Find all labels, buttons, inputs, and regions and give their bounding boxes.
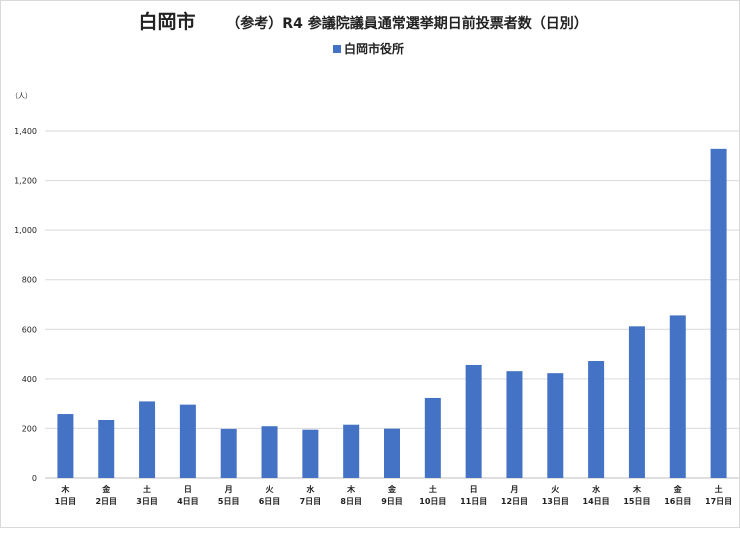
y-tick-label: 400: [22, 375, 37, 384]
bar: [588, 361, 605, 478]
x-tick-weekday: 木: [60, 484, 70, 494]
y-tick-label: 200: [22, 424, 37, 433]
bar: [669, 315, 686, 478]
bar: [628, 326, 645, 478]
grid-lines: [45, 130, 739, 479]
bar: [179, 404, 196, 478]
x-tick-weekday: 水: [305, 484, 315, 494]
x-tick-weekday: 金: [101, 484, 111, 494]
x-tick-day: 9日目: [381, 497, 403, 506]
chart-title: （参考）R4 参議院議員通常選挙期日前投票者数（日別）: [226, 15, 587, 32]
x-tick-day: 11日目: [460, 497, 487, 506]
bar: [547, 373, 564, 478]
bar: [220, 428, 237, 478]
x-tick-weekday: 土: [715, 484, 723, 494]
x-tick-weekday: 水: [591, 484, 601, 494]
y-tick-label: 0: [32, 474, 37, 483]
x-tick-day: 6日目: [259, 497, 281, 506]
bar: [424, 397, 441, 478]
bar: [343, 424, 360, 478]
x-tick-day: 3日目: [136, 497, 158, 506]
x-tick-day: 12日目: [501, 497, 528, 506]
x-tick-weekday: 金: [673, 484, 683, 494]
x-tick-day: 17日目: [705, 497, 732, 506]
x-tick-weekday: 火: [266, 485, 275, 494]
x-tick-weekday: 火: [551, 485, 560, 494]
bar: [384, 428, 400, 478]
y-axis-unit-label: （人）: [11, 92, 32, 100]
x-tick-weekday: 土: [143, 484, 151, 494]
y-tick-label: 800: [22, 276, 37, 285]
bar: [57, 414, 74, 478]
bars: [57, 148, 727, 479]
y-tick-label: 1,200: [14, 177, 37, 186]
x-tick-weekday: 金: [387, 484, 397, 494]
bar: [98, 420, 115, 478]
x-tick-day: 4日目: [177, 497, 199, 506]
bar: [302, 429, 319, 478]
x-tick-day: 1日目: [55, 497, 77, 506]
bar: [710, 148, 727, 479]
y-axis-ticks: 0 200 400 600 800 1,000 1,200 1,400: [14, 127, 37, 483]
x-tick-day: 10日目: [419, 497, 446, 506]
x-tick-day: 5日目: [218, 497, 240, 506]
x-tick-weekday: 月: [224, 485, 233, 494]
x-tick-weekday: 土: [429, 484, 437, 494]
x-tick-weekday: 木: [632, 484, 642, 494]
bar: [465, 364, 482, 478]
x-axis-ticks: 木 1日目 金 2日目 土 3日目 日 4日目 月 5日目 火 6日目 水 7日目 木 8日目 金 9日目 土 10日…: [55, 484, 733, 506]
x-tick-day: 15日目: [623, 497, 650, 506]
legend-swatch: [333, 45, 341, 53]
x-tick-day: 7日目: [300, 497, 322, 506]
y-tick-label: 1,000: [14, 226, 37, 235]
x-tick-day: 16日目: [664, 497, 691, 506]
x-tick-day: 8日目: [340, 497, 362, 506]
legend-label: 白岡市役所: [344, 41, 404, 56]
y-tick-label: 1,400: [14, 127, 37, 136]
chart-title-city: 白岡市: [138, 10, 195, 33]
y-tick-label: 600: [22, 325, 37, 334]
x-tick-weekday: 日: [470, 485, 478, 494]
x-tick-day: 13日目: [542, 497, 569, 506]
x-tick-weekday: 木: [346, 484, 356, 494]
bar: [506, 371, 523, 478]
x-tick-weekday: 日: [184, 485, 192, 494]
x-tick-day: 14日目: [583, 497, 610, 506]
bar: [139, 401, 156, 478]
bar: [261, 426, 278, 478]
x-tick-weekday: 月: [509, 485, 518, 494]
x-tick-day: 2日目: [95, 497, 117, 506]
